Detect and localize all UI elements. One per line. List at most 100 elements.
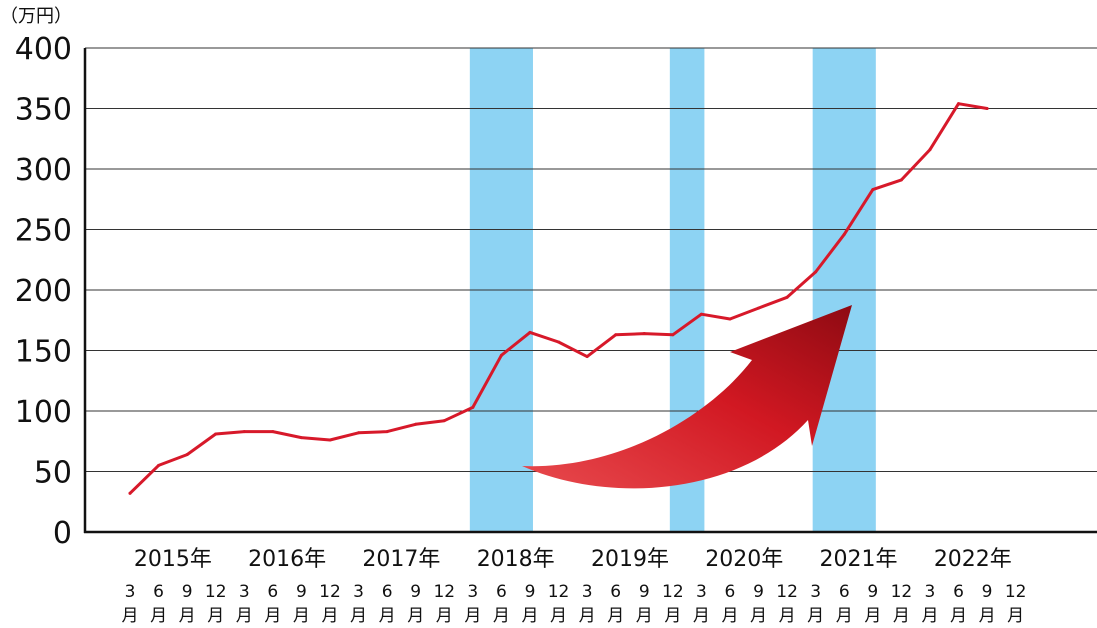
month-suffix-label: 月 bbox=[550, 606, 567, 626]
month-tick-label: 9 bbox=[867, 582, 878, 602]
year-label: 2020年 bbox=[705, 547, 783, 572]
data-point bbox=[699, 312, 703, 316]
month-tick-label: 9 bbox=[639, 582, 650, 602]
y-tick-label: 300 bbox=[15, 153, 72, 188]
y-tick-label: 200 bbox=[15, 274, 72, 309]
data-point bbox=[128, 491, 132, 495]
month-tick-label: 3 bbox=[696, 582, 707, 602]
month-tick-label: 9 bbox=[982, 582, 993, 602]
upward-trend-arrow-icon bbox=[522, 305, 852, 489]
month-suffix-label: 月 bbox=[921, 606, 938, 626]
data-point bbox=[271, 430, 275, 434]
y-tick-label: 50 bbox=[34, 456, 72, 491]
month-tick-label: 6 bbox=[496, 582, 507, 602]
data-point bbox=[385, 430, 389, 434]
month-tick-label: 6 bbox=[610, 582, 621, 602]
month-suffix-label: 月 bbox=[150, 606, 167, 626]
month-suffix-label: 月 bbox=[321, 606, 338, 626]
data-point bbox=[414, 422, 418, 426]
month-tick-label: 6 bbox=[382, 582, 393, 602]
month-tick-label: 3 bbox=[810, 582, 821, 602]
data-point bbox=[357, 431, 361, 435]
x-axis-labels: 2015年 2016年 2017年 2018年 2019年 2020年 2021年 2022年… bbox=[122, 547, 1027, 626]
month-suffix-label: 月 bbox=[464, 606, 481, 626]
data-point bbox=[185, 453, 189, 457]
month-tick-label: 9 bbox=[525, 582, 536, 602]
year-label: 2022年 bbox=[934, 547, 1012, 572]
data-point bbox=[157, 463, 161, 467]
y-tick-labels: 0 50 100 150 200 250 300 350 400 bbox=[15, 32, 72, 551]
month-suffix-label: 月 bbox=[407, 606, 424, 626]
year-label: 2019年 bbox=[591, 547, 669, 572]
month-suffix-label: 月 bbox=[864, 606, 881, 626]
year-label: 2015年 bbox=[134, 547, 212, 572]
month-suffix-label: 月 bbox=[1007, 606, 1024, 626]
data-point bbox=[299, 436, 303, 440]
data-point bbox=[985, 107, 989, 110]
month-tick-label: 12 bbox=[776, 582, 798, 602]
month-tick-label: 12 bbox=[548, 582, 570, 602]
data-point bbox=[442, 419, 446, 423]
year-label: 2018年 bbox=[477, 547, 555, 572]
month-tick-label: 3 bbox=[925, 582, 936, 602]
y-tick-label: 100 bbox=[15, 395, 72, 430]
data-point bbox=[899, 178, 903, 182]
y-tick-label: 350 bbox=[15, 93, 72, 128]
month-tick-label: 6 bbox=[839, 582, 850, 602]
axes bbox=[83, 48, 1097, 534]
month-tick-label: 12 bbox=[662, 582, 684, 602]
month-suffix-label: 月 bbox=[350, 606, 367, 626]
month-tick-label: 3 bbox=[239, 582, 250, 602]
data-point bbox=[957, 102, 961, 106]
month-suffix-label: 月 bbox=[893, 606, 910, 626]
y-tick-label: 0 bbox=[53, 516, 72, 551]
data-point bbox=[328, 438, 332, 442]
month-tick-label: 6 bbox=[953, 582, 964, 602]
month-tick-label: 3 bbox=[125, 582, 136, 602]
month-suffix-label: 月 bbox=[779, 606, 796, 626]
data-point bbox=[757, 306, 761, 310]
month-suffix-label: 月 bbox=[807, 606, 824, 626]
y-tick-label: 250 bbox=[15, 214, 72, 249]
data-point bbox=[842, 232, 846, 236]
month-suffix-label: 月 bbox=[579, 606, 596, 626]
month-tick-label: 6 bbox=[267, 582, 278, 602]
month-tick-label: 9 bbox=[753, 582, 764, 602]
month-suffix-label: 月 bbox=[693, 606, 710, 626]
y-tick-label: 150 bbox=[15, 335, 72, 370]
data-point bbox=[871, 188, 875, 192]
year-label: 2016年 bbox=[248, 547, 326, 572]
data-point bbox=[585, 355, 589, 359]
month-suffix-label: 月 bbox=[607, 606, 624, 626]
data-point bbox=[499, 353, 503, 357]
data-point bbox=[242, 430, 246, 434]
data-point bbox=[471, 405, 475, 409]
month-suffix-label: 月 bbox=[379, 606, 396, 626]
month-suffix-label: 月 bbox=[236, 606, 253, 626]
month-tick-label: 12 bbox=[319, 582, 341, 602]
month-suffix-label: 月 bbox=[493, 606, 510, 626]
data-point bbox=[928, 148, 932, 152]
month-tick-label: 12 bbox=[1005, 582, 1027, 602]
year-label: 2021年 bbox=[820, 547, 898, 572]
month-suffix-label: 月 bbox=[750, 606, 767, 626]
month-tick-label: 9 bbox=[296, 582, 307, 602]
month-tick-label: 12 bbox=[891, 582, 913, 602]
data-point bbox=[557, 340, 561, 344]
data-point bbox=[214, 432, 218, 436]
month-suffix-label: 月 bbox=[521, 606, 538, 626]
month-tick-label: 3 bbox=[353, 582, 364, 602]
month-tick-label: 6 bbox=[725, 582, 736, 602]
month-suffix-label: 月 bbox=[836, 606, 853, 626]
y-tick-label: 400 bbox=[15, 32, 72, 67]
data-point bbox=[614, 333, 618, 337]
year-label: 2017年 bbox=[362, 547, 440, 572]
month-suffix-label: 月 bbox=[179, 606, 196, 626]
month-tick-label: 3 bbox=[467, 582, 478, 602]
series-layer bbox=[128, 102, 989, 495]
month-tick-label: 6 bbox=[153, 582, 164, 602]
month-suffix-label: 月 bbox=[293, 606, 310, 626]
month-tick-label: 12 bbox=[205, 582, 227, 602]
data-point bbox=[814, 270, 818, 274]
